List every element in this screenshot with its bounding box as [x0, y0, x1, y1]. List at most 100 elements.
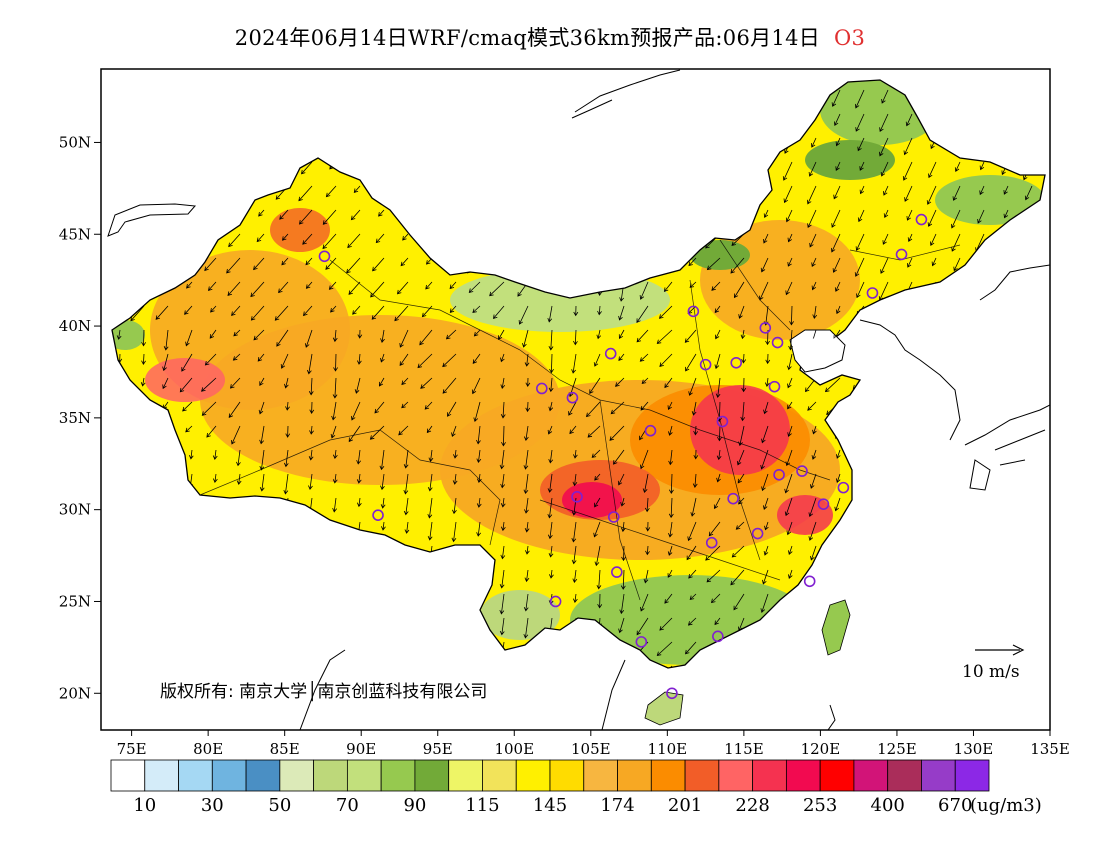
wind-arrow — [594, 545, 601, 567]
wind-arrow — [784, 497, 793, 517]
wind-arrow — [811, 257, 817, 267]
wind-arrow — [185, 425, 193, 433]
wind-arrow — [834, 113, 841, 127]
wind-arrow — [381, 521, 386, 531]
wind-arrow — [352, 305, 361, 315]
wind-arrow — [812, 425, 817, 435]
arrow-icon — [1012, 644, 1025, 656]
wind-arrow — [787, 353, 793, 371]
wind-arrow — [882, 233, 889, 245]
wind-arrow — [308, 377, 314, 396]
wind-arrow — [380, 329, 385, 343]
wind-arrow — [713, 497, 721, 510]
wind-arrow — [356, 353, 362, 365]
wind-arrow — [209, 329, 217, 339]
wind-arrow — [733, 593, 745, 611]
wind-arrow — [468, 281, 481, 293]
station-marker — [611, 566, 623, 578]
wind-arrow — [645, 545, 650, 556]
wind-arrow — [571, 353, 577, 374]
wind-arrow — [585, 401, 601, 418]
wind-arrow — [424, 401, 433, 410]
wind-arrow — [573, 305, 579, 317]
wind-arrow — [231, 305, 241, 316]
wind-arrow — [762, 497, 769, 510]
wind-arrow — [641, 377, 649, 385]
wind-arrow — [667, 545, 673, 556]
wind-arrow — [163, 329, 169, 351]
wind-arrow — [706, 257, 721, 271]
wind-arrow — [499, 449, 505, 470]
wind-arrow — [500, 473, 506, 489]
wind-arrow — [763, 233, 769, 244]
colorbar-label: 70 — [336, 795, 359, 816]
wind-arrow — [117, 353, 123, 364]
wind-arrow — [668, 521, 673, 538]
wind-arrow — [162, 377, 169, 390]
wind-arrow — [785, 281, 793, 296]
colorbar-swatch — [583, 759, 618, 792]
wind-arrow — [591, 449, 601, 458]
wind-arrow — [417, 353, 433, 369]
wind-arrow — [644, 497, 650, 513]
wind-arrow — [880, 257, 889, 274]
map-title: 2024年06月14日WRF/cmaq模式36km预报产品:06月14日 O3 — [0, 22, 1100, 52]
y-tick-label: 30N — [59, 501, 91, 519]
wind-arrow — [807, 185, 817, 205]
colorbar-swatch — [313, 759, 348, 792]
wind-arrow — [427, 473, 433, 492]
wind-arrow — [547, 473, 553, 493]
wind-arrow — [547, 521, 553, 540]
wind-arrow — [789, 305, 794, 326]
wind-arrow — [569, 425, 577, 435]
wind-arrow — [300, 161, 313, 175]
station-marker — [571, 491, 583, 503]
x-tick-label: 115E — [724, 740, 764, 758]
wind-arrow — [668, 425, 673, 436]
wind-arrow — [155, 305, 169, 320]
wind-arrow — [201, 401, 217, 416]
x-tick-label: 130E — [954, 740, 994, 758]
colorbar-swatch — [482, 759, 517, 792]
wind-arrow — [687, 521, 697, 542]
wind-arrow — [379, 377, 385, 387]
x-tick-label: 95E — [423, 740, 453, 758]
wind-arrow — [500, 401, 506, 419]
wind-arrow — [308, 449, 314, 461]
wind-arrow — [476, 521, 482, 537]
wind-arrow — [760, 449, 769, 470]
station-marker — [549, 595, 562, 608]
wind-arrow — [620, 569, 626, 590]
wind-arrow — [500, 497, 506, 508]
x-tick-label: 125E — [877, 740, 917, 758]
wind-arrow — [328, 281, 337, 290]
wind-arrow — [609, 425, 625, 441]
wind-arrow — [451, 425, 457, 438]
wind-arrow — [690, 497, 697, 517]
taiwan-island — [821, 599, 851, 656]
wind-arrow — [716, 449, 722, 461]
wind-arrow — [572, 593, 578, 603]
wind-arrow — [687, 617, 697, 626]
wind-arrow — [471, 377, 481, 395]
pollutant-label: O3 — [834, 26, 866, 50]
wind-arrow — [548, 329, 554, 351]
wind-arrow — [227, 281, 241, 296]
wind-arrow — [855, 113, 865, 132]
wind-arrow — [832, 257, 841, 273]
wind-arrow — [879, 113, 889, 132]
wind-arrow — [831, 209, 841, 228]
colorbar-swatch — [414, 759, 450, 792]
wind-arrow — [447, 401, 457, 417]
wind-arrow — [688, 569, 697, 579]
coastlines — [107, 69, 1050, 730]
station-marker — [837, 481, 850, 494]
wind-arrow — [788, 569, 793, 579]
wind-arrow — [740, 329, 746, 340]
wind-arrow — [640, 401, 649, 411]
wind-arrow — [831, 89, 841, 107]
wind-arrow — [442, 353, 457, 368]
colorbar-swatch — [144, 759, 179, 792]
wind-arrow — [421, 305, 433, 318]
wind-arrow — [499, 593, 505, 615]
